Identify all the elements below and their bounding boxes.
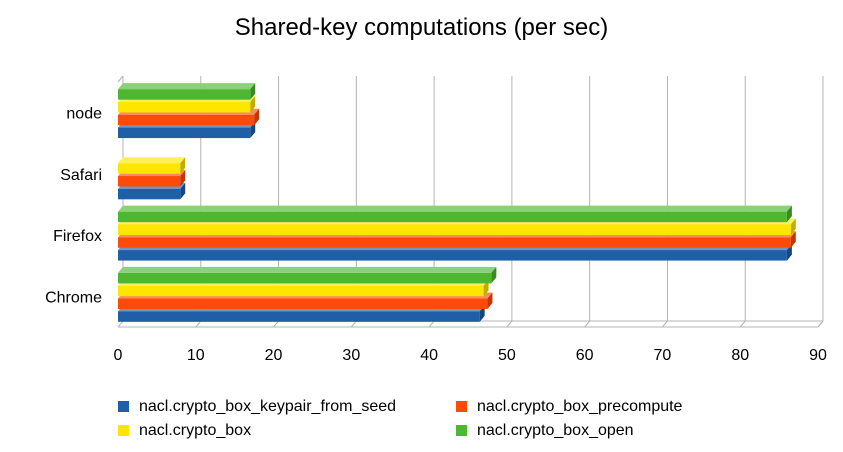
legend-item-crypto-box-open: nacl.crypto_box_open <box>456 422 634 440</box>
bar-end-face <box>180 170 186 187</box>
bar <box>118 211 787 223</box>
legend-swatch <box>118 425 129 436</box>
bar-end-face <box>786 205 792 223</box>
bar <box>118 101 251 113</box>
gridline-depth <box>350 320 357 328</box>
bar-top-face <box>118 83 256 90</box>
bar-top-face <box>118 266 497 273</box>
gridline-depth <box>662 320 668 328</box>
gridline-depth <box>117 320 124 328</box>
legend-swatch <box>118 401 129 412</box>
legend-label: nacl.crypto_box_open <box>477 422 634 439</box>
chart-title: Shared-key computations (per sec) <box>234 14 609 41</box>
bar-end-face <box>487 292 493 310</box>
legend-swatch <box>456 425 467 436</box>
x-tick-label: 80 <box>731 347 749 364</box>
bar-end-face <box>250 83 256 100</box>
category-label: node <box>66 106 102 123</box>
floor-right-edge <box>817 320 824 328</box>
bar <box>118 89 251 100</box>
bar-end-face <box>250 95 256 113</box>
bar <box>118 163 181 174</box>
bar-end-face <box>180 157 186 174</box>
x-tick-label: 0 <box>114 347 123 364</box>
gridline-depth <box>273 320 279 328</box>
gridline-depth <box>584 320 591 328</box>
bar <box>118 127 251 139</box>
legend-item-precompute: nacl.crypto_box_precompute <box>456 398 682 416</box>
category-label: Firefox <box>53 228 102 245</box>
gridline-depth <box>739 320 746 328</box>
bar-end-face <box>790 218 796 235</box>
x-tick-label: 30 <box>342 347 360 364</box>
bar-end-face <box>180 182 186 200</box>
legend-item-crypto-box: nacl.crypto_box <box>118 422 251 440</box>
bar <box>118 285 484 297</box>
wall-top-edge <box>117 75 124 83</box>
axis-layer: node Safari Firefox Chrome 0 10 20 30 40 50 60 70 80… <box>45 106 827 364</box>
bar-top-face <box>118 157 186 164</box>
legend-item-keypair-from-seed: nacl.crypto_box_keypair_from_seed <box>118 398 396 416</box>
bar-end-face <box>254 108 260 126</box>
category-label: Safari <box>60 167 102 184</box>
bar <box>118 237 791 248</box>
gridline-depth <box>428 320 435 328</box>
x-tick-label: 10 <box>187 347 205 364</box>
bar <box>118 114 255 126</box>
category-label: Chrome <box>45 289 102 306</box>
bar-top-face <box>118 205 792 212</box>
bar <box>118 298 488 310</box>
bar-end-face <box>483 279 489 297</box>
bar-end-face <box>786 244 792 261</box>
bar-end-face <box>790 231 796 248</box>
x-tick-label: 40 <box>420 347 438 364</box>
bar-end-face <box>491 266 497 284</box>
x-tick-label: 90 <box>809 347 827 364</box>
legend-label: nacl.crypto_box_precompute <box>477 398 683 415</box>
x-tick-label: 20 <box>265 347 283 364</box>
bar-end-face <box>479 305 485 322</box>
bar <box>118 224 791 235</box>
x-tick-label: 70 <box>654 347 672 364</box>
legend-label: nacl.crypto_box <box>139 422 252 439</box>
bar <box>118 311 480 322</box>
bar <box>118 176 181 187</box>
bar <box>118 188 181 200</box>
legend-label: nacl.crypto_box_keypair_from_seed <box>139 398 397 415</box>
x-tick-label: 60 <box>576 347 594 364</box>
gridline-depth <box>506 320 513 328</box>
bars-layer <box>118 83 796 322</box>
bar <box>118 272 492 284</box>
legend-swatch <box>456 401 467 412</box>
bar-end-face <box>250 121 256 139</box>
gridline-depth <box>195 320 202 328</box>
bar <box>118 250 787 261</box>
x-tick-label: 50 <box>498 347 516 364</box>
